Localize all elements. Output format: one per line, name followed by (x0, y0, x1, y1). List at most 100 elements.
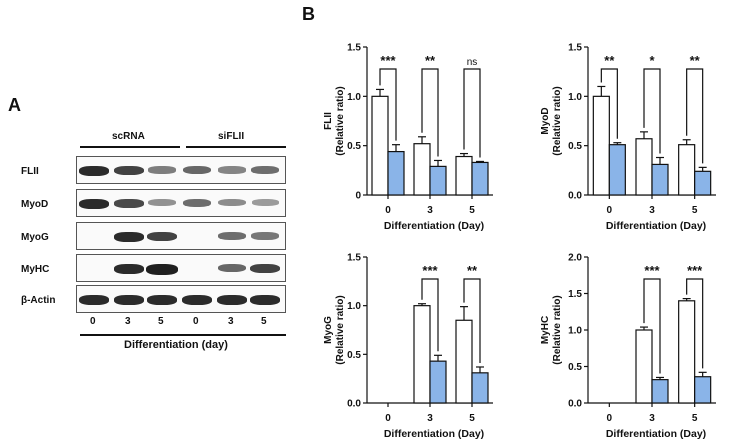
x-tick-label: 5 (692, 413, 698, 424)
blot-band (114, 166, 144, 176)
significance-bracket (463, 68, 481, 158)
y-axis-label: (Relative ratio) (552, 86, 563, 155)
significance-bracket (643, 278, 661, 374)
lane-label: 0 (90, 316, 96, 327)
significance-label: ns (467, 57, 478, 68)
blot-band (114, 264, 144, 274)
significance-bracket (379, 68, 397, 141)
blot-strip (76, 285, 286, 313)
bar-control (635, 138, 653, 196)
bar-siflii (608, 144, 626, 196)
x-tick-label: 3 (427, 205, 433, 216)
y-tick-label: 1.0 (568, 326, 582, 337)
y-tick-label: 0.5 (568, 362, 582, 373)
x-tick-label: 0 (607, 205, 613, 216)
y-tick-label: 2.0 (568, 253, 582, 264)
blot-row-label: MyoD (21, 199, 49, 210)
bar-control (413, 143, 431, 196)
blot-band (182, 166, 212, 175)
y-tick-label: 1.5 (568, 289, 582, 300)
lane-label: 3 (125, 316, 131, 327)
x-tick-label: 0 (385, 413, 391, 424)
y-tick-label: 0.5 (568, 141, 582, 152)
bar-control (592, 95, 610, 196)
blot-band (182, 199, 212, 208)
significance-label: ** (604, 53, 615, 68)
x-tick-label: 5 (469, 413, 475, 424)
y-tick-label: 0.0 (568, 191, 582, 202)
bar-control (678, 144, 696, 196)
significance-bracket (686, 278, 704, 369)
significance-bracket (600, 68, 618, 139)
bar-control (455, 319, 473, 404)
x-tick-label: 0 (385, 205, 391, 216)
bar-control (371, 95, 389, 196)
significance-label: *** (644, 263, 660, 278)
lane-label: 5 (158, 316, 164, 327)
significance-bracket (686, 68, 704, 164)
blot-strip (76, 156, 286, 184)
y-tick-label: 0 (355, 191, 361, 202)
bar-siflii (694, 170, 712, 196)
panel-a-letter: A (8, 95, 21, 115)
significance-label: ** (425, 53, 436, 68)
x-tick-label: 3 (649, 205, 655, 216)
bar-siflii (387, 150, 405, 196)
bar-control (455, 155, 473, 196)
bar-siflii (651, 163, 669, 196)
blot-band (250, 295, 280, 305)
bar-control (678, 300, 696, 404)
x-tick-label: 5 (692, 205, 698, 216)
significance-label: *** (422, 263, 438, 278)
y-axis-label: (Relative ratio) (335, 295, 346, 364)
panel-b-letter: B (302, 4, 315, 24)
y-tick-label: 1.0 (347, 301, 361, 312)
y-tick-label: 1.0 (347, 92, 361, 103)
bar-control (413, 305, 431, 404)
blot-row-label: FLII (21, 166, 39, 177)
lane-label: 3 (228, 316, 234, 327)
y-axis-label: (Relative ratio) (552, 295, 563, 364)
blot-band (218, 166, 246, 174)
x-axis-label: Differentiation (Day) (384, 220, 484, 232)
blot-band (79, 166, 109, 176)
blot-band (147, 232, 177, 242)
bar-siflii (471, 372, 489, 404)
x-tick-label: 0 (607, 413, 613, 424)
blot-band (114, 232, 144, 242)
blot-strip (76, 254, 286, 282)
x-axis-label: Differentiation (Day) (606, 220, 706, 232)
x-tick-label: 3 (427, 413, 433, 424)
blot-band (148, 199, 176, 207)
blot-strip (76, 189, 286, 217)
significance-label: * (649, 53, 655, 68)
x-tick-label: 5 (469, 205, 475, 216)
bar-siflii (651, 379, 669, 404)
y-axis-label: MyoG (323, 316, 334, 344)
blot-band (114, 199, 144, 209)
lane-label: 5 (261, 316, 267, 327)
blot-row-label: MyHC (21, 264, 50, 275)
bar-control (635, 329, 653, 404)
y-tick-label: 1.0 (568, 92, 582, 103)
significance-label: ** (467, 263, 478, 278)
blot-band (217, 295, 247, 305)
y-tick-label: 0.0 (347, 399, 361, 410)
blot-strip (76, 222, 286, 250)
blot-band (217, 232, 247, 241)
group-line-scrna (80, 146, 180, 148)
blot-band (250, 264, 280, 274)
blot-band (218, 199, 246, 207)
blot-band (251, 232, 279, 240)
y-tick-label: 0.5 (347, 350, 361, 361)
significance-label: ** (690, 53, 701, 68)
blot-band (182, 295, 212, 305)
significance-label: *** (380, 53, 396, 68)
y-tick-label: 1.5 (347, 253, 361, 264)
bar-siflii (471, 161, 489, 196)
group-label-scrna: scRNA (112, 131, 145, 142)
y-tick-label: 1.5 (347, 43, 361, 54)
blot-band (250, 166, 280, 175)
significance-bracket (421, 278, 439, 352)
